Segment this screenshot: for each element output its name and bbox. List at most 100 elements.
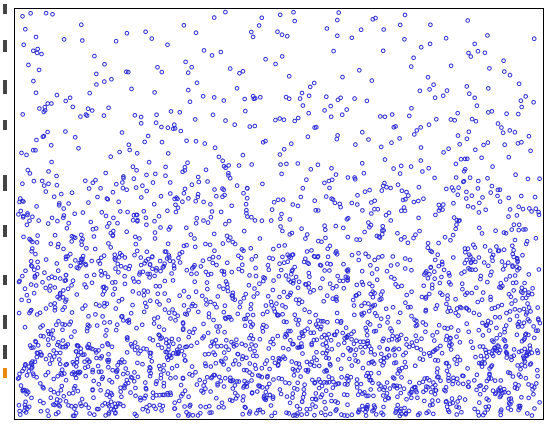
scatter-point [184, 267, 190, 273]
scatter-point [399, 375, 404, 380]
scatter-point [462, 156, 468, 162]
scatter-point [362, 189, 368, 194]
scatter-point [514, 386, 520, 391]
scatter-point [344, 107, 350, 112]
scatter-point [116, 270, 121, 275]
scatter-point [162, 392, 167, 398]
scatter-point [205, 179, 210, 184]
scatter-point [203, 297, 209, 303]
scatter-point [248, 246, 254, 251]
scatter-point [161, 264, 167, 269]
scatter-point [353, 358, 359, 363]
scatter-point [324, 94, 329, 99]
scatter-point [326, 374, 332, 380]
scatter-point [69, 334, 74, 340]
scatter-point [90, 387, 95, 392]
scatter-point [122, 359, 127, 365]
scatter-point [35, 265, 41, 270]
scatter-point [369, 271, 375, 276]
scatter-point [92, 412, 97, 418]
scatter-point [87, 90, 92, 96]
scatter-point [182, 404, 187, 409]
scatter-point [535, 367, 540, 373]
scatter-point [130, 302, 135, 308]
scatter-point [273, 61, 278, 67]
scatter-point [106, 357, 112, 363]
scatter-point [345, 402, 350, 408]
scatter-point [153, 171, 158, 177]
scatter-point [284, 33, 290, 39]
scatter-point [495, 304, 501, 309]
scatter-point [519, 338, 525, 344]
scatter-point [77, 369, 83, 375]
scatter-point [304, 406, 310, 412]
scatter-point [239, 356, 245, 362]
scatter-point [409, 106, 414, 111]
scatter-point [434, 329, 440, 335]
scatter-point [386, 396, 392, 401]
scatter-point [106, 352, 111, 357]
scatter-point [110, 189, 116, 195]
scatter-point [516, 111, 521, 117]
scatter-point [480, 195, 485, 200]
scatter-point [340, 74, 345, 80]
scatter-point [165, 42, 170, 48]
scatter-point [460, 373, 465, 379]
scatter-point [509, 227, 515, 232]
scatter-point [134, 325, 139, 331]
scatter-point [181, 22, 187, 28]
scatter-point [105, 224, 110, 229]
scatter-point [500, 267, 506, 272]
scatter-point [113, 327, 119, 333]
scatter-point [201, 199, 206, 205]
scatter-point [135, 345, 140, 350]
scatter-point [144, 346, 149, 352]
scatter-point [360, 403, 365, 409]
scatter-point [195, 194, 201, 200]
scatter-point [465, 246, 471, 251]
scatter-point [487, 66, 492, 71]
scatter-point [501, 58, 506, 64]
scatter-point [48, 332, 54, 337]
scatter-point [334, 284, 339, 289]
scatter-point [515, 259, 520, 265]
scatter-point [140, 361, 145, 367]
scatter-point [336, 342, 341, 347]
scatter-point [454, 404, 459, 410]
scatter-point [349, 412, 355, 418]
scatter-point [252, 123, 258, 129]
scatter-point [172, 400, 177, 406]
scatter-point [20, 181, 25, 186]
scatter-point [161, 380, 167, 386]
scatter-point [18, 208, 24, 214]
scatter-point [145, 271, 150, 277]
scatter-point [241, 367, 247, 373]
scatter-point [506, 154, 512, 160]
scatter-point [113, 38, 119, 44]
scatter-point [153, 120, 159, 125]
scatter-point [270, 394, 276, 400]
scatter-point [304, 177, 309, 182]
scatter-point [171, 259, 176, 264]
scatter-point [461, 179, 466, 185]
scatter-point [329, 166, 334, 171]
scatter-point [21, 234, 26, 240]
scatter-point [364, 332, 370, 338]
scatter-point [131, 212, 137, 218]
scatter-point [72, 329, 77, 334]
scatter-point [510, 264, 516, 270]
scatter-point [446, 146, 451, 151]
scatter-point [423, 307, 429, 313]
scatter-point [38, 381, 43, 386]
scatter-point [493, 228, 498, 233]
scatter-point [182, 358, 188, 363]
scatter-point [299, 299, 305, 305]
scatter-point [165, 241, 171, 247]
scatter-point [526, 305, 532, 310]
scatter-point [523, 227, 528, 232]
scatter-point [221, 405, 226, 410]
scatter-point [423, 294, 429, 300]
scatter-point [280, 228, 285, 234]
scatter-point [20, 14, 25, 19]
edge-mark [3, 4, 7, 14]
